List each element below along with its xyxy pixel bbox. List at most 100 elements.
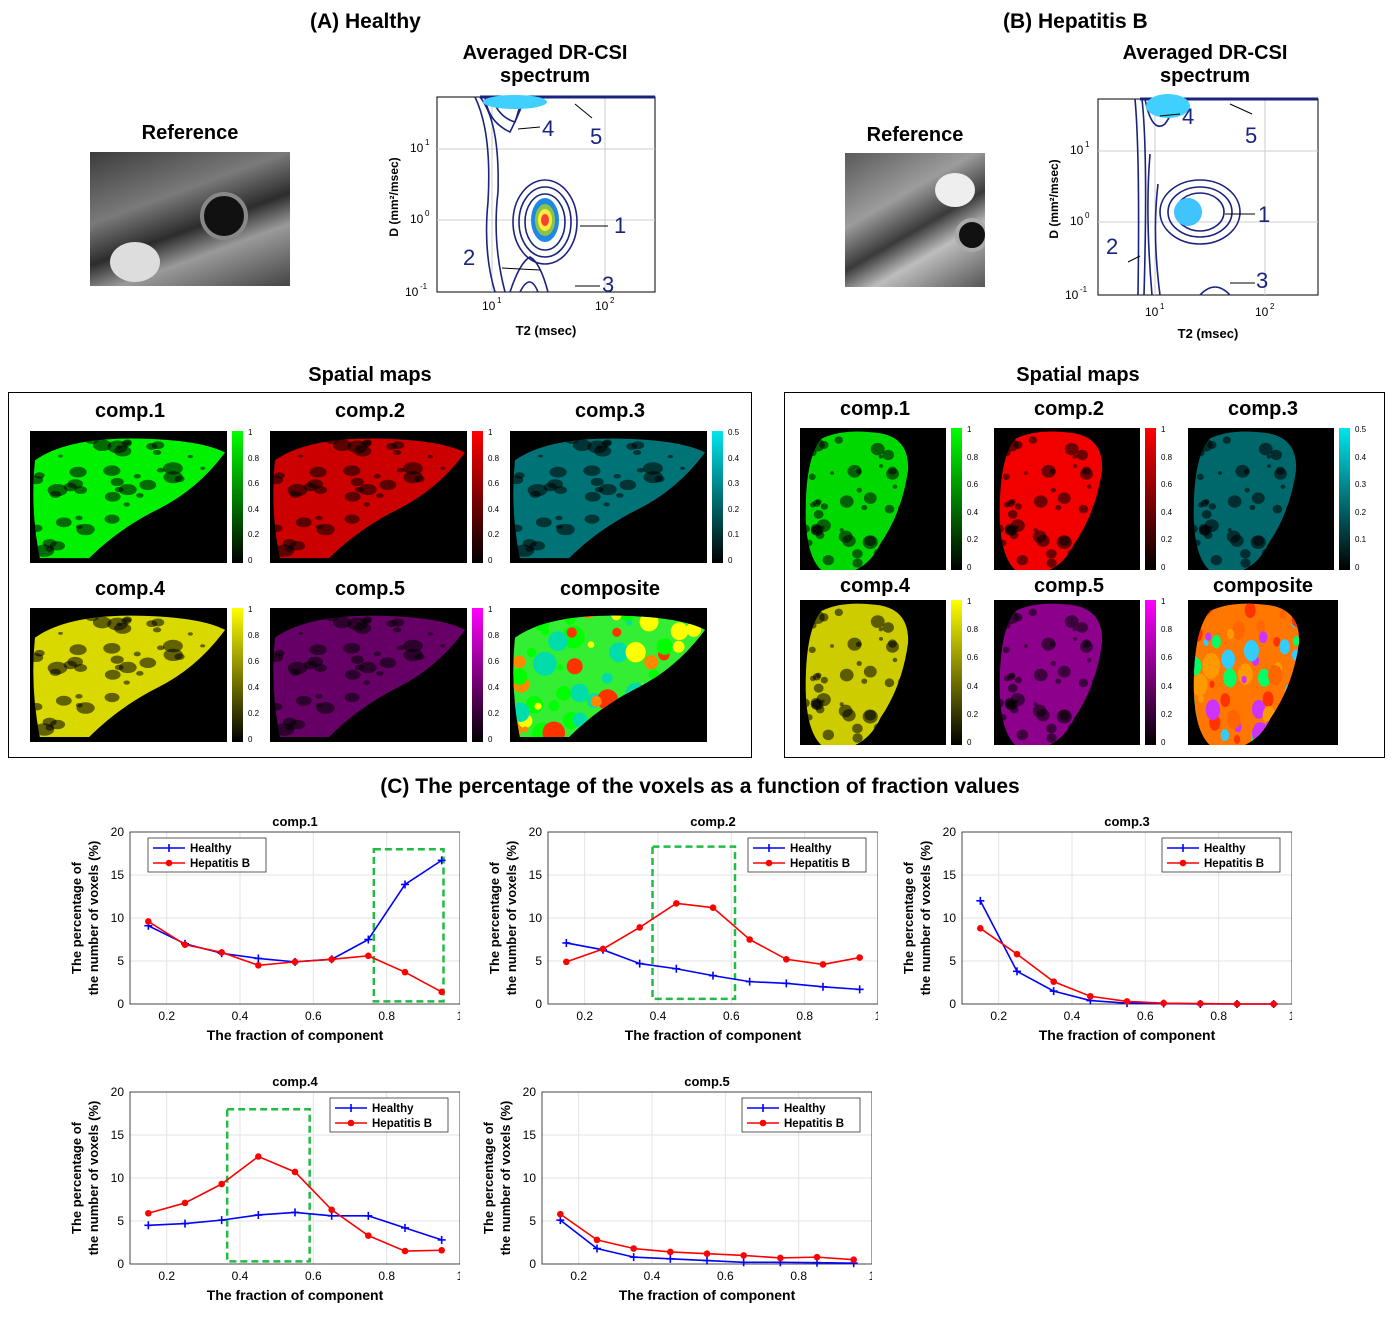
x-tick-label: 0.4 — [232, 1269, 249, 1283]
colorbar-tick-label: 0 — [967, 738, 972, 747]
spectrum-a-xlabel: T2 (msec) — [516, 323, 577, 338]
svg-text:10: 10 — [410, 212, 424, 226]
y-tick-label: 0 — [949, 997, 956, 1011]
colorbar-a-comp4 — [232, 608, 243, 742]
colorbar-tick-label: 0.6 — [488, 657, 500, 666]
colorbar-tick-label: 0 — [967, 563, 972, 572]
colorbar-tick-label: 1 — [1161, 597, 1166, 606]
svg-text:10: 10 — [1070, 214, 1084, 228]
x-tick-label: 0.8 — [378, 1009, 395, 1023]
data-point-hepatitis-b — [1160, 999, 1167, 1007]
legend — [147, 837, 267, 873]
x-tick-label: 0.8 — [1210, 1009, 1227, 1023]
colorbar-tick-label: 0.4 — [488, 504, 500, 514]
data-point-hepatitis-b — [703, 1250, 711, 1257]
map-title-a-0: comp.1 — [94, 400, 166, 422]
colorbar-tick-label: 0.4 — [248, 683, 260, 692]
plot-frame — [547, 831, 878, 1005]
colorbar-b-comp3 — [1339, 428, 1350, 570]
y-axis-label: The percentage of the number of voxels (%… — [901, 841, 933, 996]
data-point-healthy — [562, 938, 571, 947]
spectrum-title-line1: Averaged DR-CSI — [462, 42, 628, 64]
data-point-healthy — [556, 1216, 565, 1225]
colorbar-tick-label: 0.8 — [967, 452, 979, 462]
data-point-healthy — [437, 1235, 446, 1244]
colorbar-tick-label: 0 — [1161, 563, 1166, 572]
colorbar-tick-label: 0 — [488, 735, 493, 744]
data-point-healthy — [217, 1216, 226, 1225]
colorbar-tick-label: 0.2 — [1355, 507, 1367, 517]
y-axis-label: The percentage of the number of voxels (%… — [69, 1101, 101, 1256]
data-point-hepatitis-b — [218, 1180, 225, 1188]
colorbar-a-comp2 — [472, 431, 483, 563]
spatial-maps-b-box — [784, 392, 1385, 758]
svg-text:1: 1 — [425, 138, 430, 147]
svg-text:10: 10 — [405, 285, 419, 299]
y-tick-label: 10 — [529, 911, 543, 925]
data-point-hepatitis-b — [819, 961, 827, 968]
x-axis-label: The fraction of component — [207, 1027, 384, 1043]
data-point-healthy — [364, 1211, 373, 1220]
highlight-box — [372, 847, 445, 1003]
svg-text:10: 10 — [1070, 143, 1084, 157]
svg-text:10: 10 — [1145, 305, 1159, 319]
legend — [329, 1097, 449, 1133]
colorbar-tick-label: 0.4 — [728, 453, 740, 463]
legend — [747, 837, 867, 873]
data-point-hepatitis-b — [1087, 992, 1094, 1000]
colorbar-tick-label: 0.8 — [488, 453, 500, 463]
spectrum-b-xlabel: T2 (msec) — [1178, 326, 1239, 341]
data-point-hepatitis-b — [1270, 1000, 1277, 1008]
colorbar-tick-label: 0.2 — [248, 709, 260, 718]
colorbar-tick-label: 1 — [488, 428, 493, 437]
map-title-b-2: comp.3 — [1227, 398, 1299, 420]
data-point-healthy — [703, 1256, 711, 1265]
map-title-b-3: comp.4 — [839, 575, 911, 597]
spatial-map-b-comp5 — [994, 600, 1140, 745]
svg-text:2: 2 — [1270, 302, 1275, 311]
x-tick-label: 1 — [457, 1269, 460, 1283]
y-tick-label: 20 — [523, 1085, 537, 1099]
data-point-hepatitis-b — [1197, 1000, 1204, 1007]
data-point-hepatitis-b — [667, 1248, 674, 1256]
x-tick-label: 0.2 — [990, 1009, 1007, 1023]
panel-b-spectrum-plot: 10 1 10 0 10 -1 10 1 10 2 D (mm²/msec) T2 (ms… — [1047, 94, 1319, 341]
spatial-map-b-comp1 — [800, 428, 946, 570]
spatial-map-b-comp3 — [1188, 428, 1334, 570]
x-tick-label: 0.6 — [723, 1009, 740, 1023]
data-point-hepatitis-b — [255, 962, 262, 969]
svg-text:0: 0 — [425, 209, 430, 218]
y-tick-label: 20 — [943, 825, 957, 839]
peak-b-3: 3 — [1256, 268, 1268, 293]
data-point-hepatitis-b — [1123, 998, 1131, 1005]
map-title-b-0: comp.1 — [839, 398, 911, 420]
spectrum-title-line2: spectrum — [1159, 65, 1251, 87]
svg-text:1: 1 — [1160, 302, 1165, 311]
data-point-healthy — [1049, 987, 1058, 996]
y-tick-label: 0 — [535, 997, 542, 1011]
data-point-hepatitis-b — [673, 900, 680, 907]
data-point-healthy — [593, 1244, 601, 1253]
legend-label: Hepatitis B — [372, 1118, 432, 1130]
colorbar-tick-label: 0.2 — [488, 530, 500, 540]
colorbar-tick-label: 0.1 — [1355, 535, 1367, 545]
spectrum-a-ylabel: D (mm²/msec) — [387, 157, 401, 236]
chart-title: comp.3 — [1104, 814, 1150, 829]
colorbar-tick-label: 0.2 — [728, 504, 740, 514]
svg-text:10: 10 — [595, 299, 609, 313]
colorbar-tick-label: 1 — [248, 428, 253, 437]
colorbar-b-comp4 — [951, 600, 962, 745]
svg-text:10: 10 — [482, 299, 496, 313]
colorbar-tick-label: 0 — [1161, 738, 1166, 747]
y-tick-label: 5 — [117, 1214, 124, 1228]
y-tick-label: 20 — [111, 1085, 125, 1099]
data-point-hepatitis-b — [401, 1247, 409, 1255]
legend-label: Hepatitis B — [784, 1118, 844, 1130]
x-tick-label: 1 — [1289, 1009, 1292, 1023]
data-point-healthy — [635, 959, 644, 968]
spectrum-title-line1: Averaged DR-CSI — [1122, 42, 1288, 64]
spatial-map-a-comp3 — [510, 431, 707, 563]
peak-b-1: 1 — [1258, 202, 1270, 227]
y-axis-label: The percentage of the number of voxels (%… — [487, 841, 519, 996]
